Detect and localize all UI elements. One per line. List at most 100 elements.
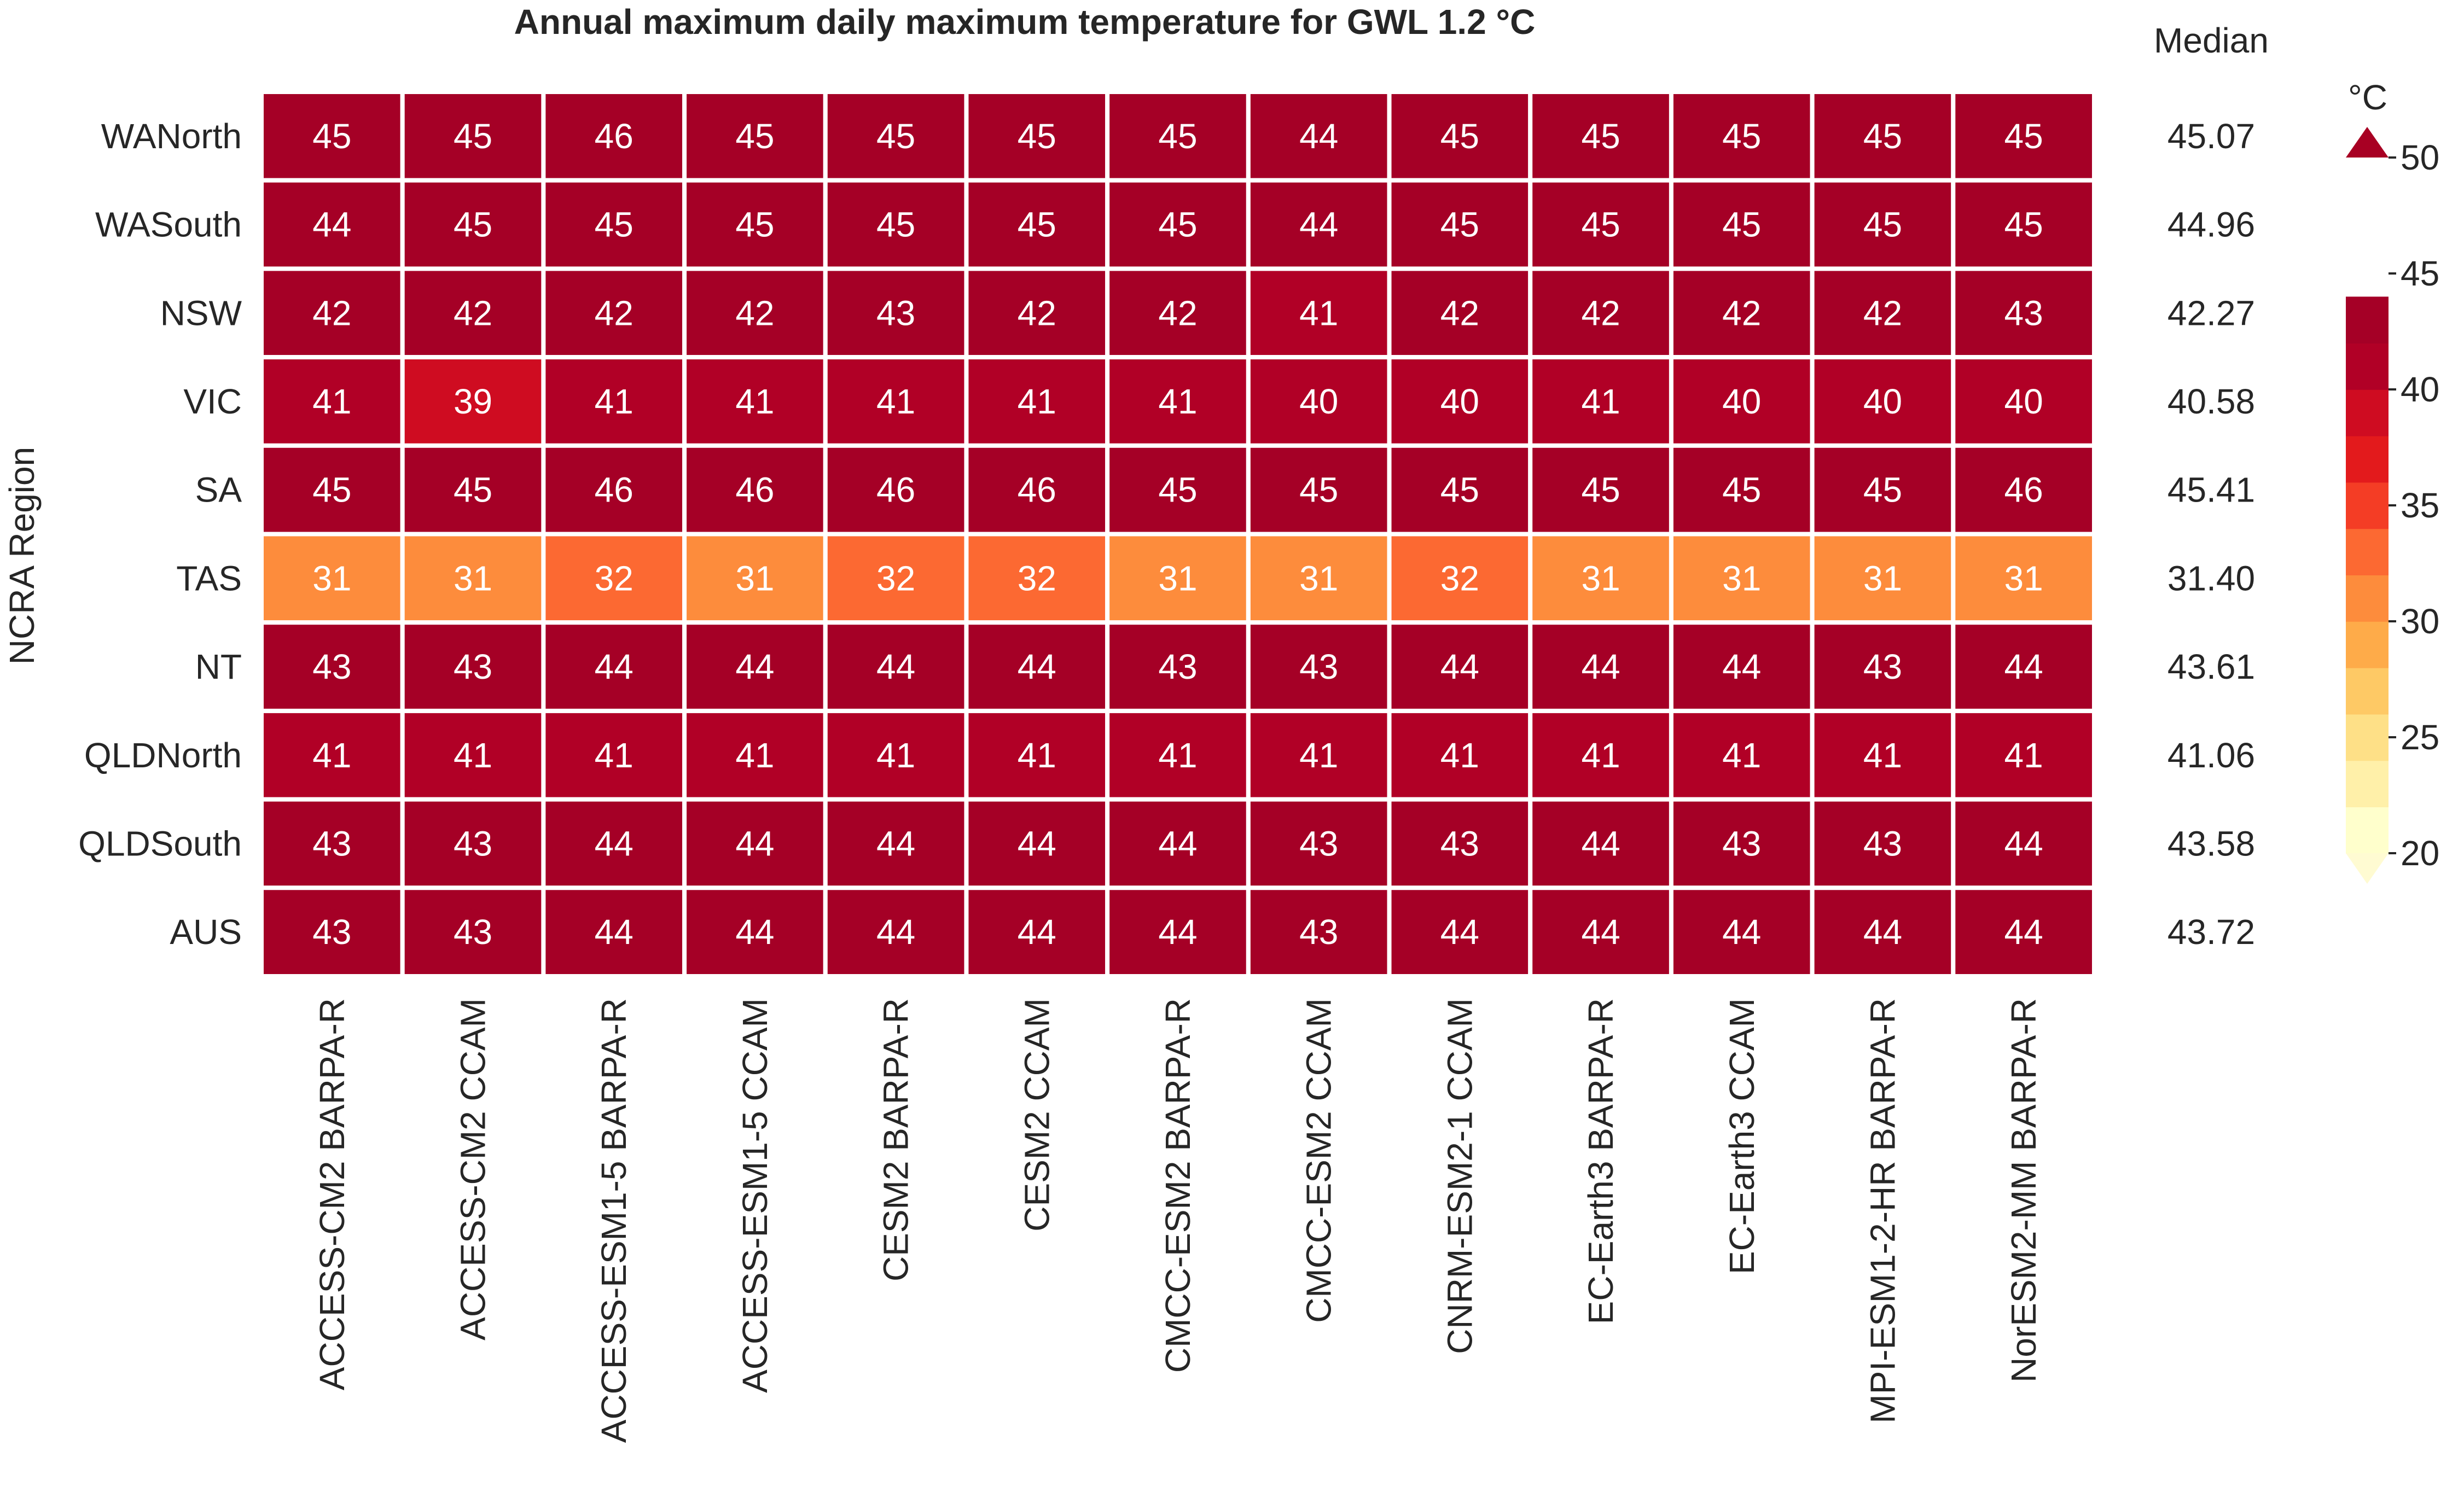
heatmap-cell <box>541 620 687 713</box>
heatmap-cell-value: 45 <box>1299 470 1338 510</box>
heatmap-cell <box>1528 885 1673 979</box>
heatmap-cell-value: 31 <box>312 558 351 598</box>
heatmap-cell-value: 44 <box>1018 647 1056 686</box>
heatmap-cell <box>1387 443 1533 537</box>
column-label: MPI-ESM1-2-HR BARPA-R <box>1863 998 1902 1424</box>
column-label: EC-Earth3 BARPA-R <box>1581 998 1620 1324</box>
heatmap-cell-value: 41 <box>735 382 774 421</box>
heatmap-cell-value: 41 <box>876 736 915 775</box>
heatmap-cell-value: 44 <box>595 912 634 952</box>
heatmap-cell <box>1951 266 2096 360</box>
column-label: CMCC-ESM2 BARPA-R <box>1158 998 1198 1373</box>
heatmap-cell <box>1105 443 1251 537</box>
heatmap-cell <box>823 708 969 802</box>
heatmap-cell <box>682 620 828 713</box>
colorbar-extend-min <box>2346 853 2389 884</box>
heatmap-cell-value: 45 <box>312 116 351 156</box>
heatmap-cell-value: 31 <box>1158 558 1197 598</box>
row-label: NSW <box>160 293 242 333</box>
heatmap-cell-value: 45 <box>1581 205 1620 244</box>
row-label: QLDSouth <box>78 824 242 863</box>
colorbar-segment <box>2346 714 2389 761</box>
heatmap-cell <box>541 178 687 271</box>
heatmap-cell-value: 41 <box>1018 382 1056 421</box>
row-label: TAS <box>176 558 242 598</box>
heatmap-cell-value: 43 <box>1299 912 1338 952</box>
heatmap-cell-value: 31 <box>1299 558 1338 598</box>
heatmap-cell <box>1528 620 1673 713</box>
heatmap-cell-value: 43 <box>1299 824 1338 863</box>
heatmap-cell-value: 44 <box>1581 824 1620 863</box>
heatmap-cell-value: 41 <box>312 736 351 775</box>
heatmap-cell-value: 45 <box>454 470 492 510</box>
colorbar: 20 25 30 35 40 45 50 <box>2346 127 2439 884</box>
heatmap-cell-value: 31 <box>454 558 492 598</box>
heatmap-cell <box>823 266 969 360</box>
colorbar-tick-label: 50 <box>2401 138 2439 177</box>
heatmap-cell-value: 42 <box>1581 293 1620 333</box>
heatmap-cell-value: 46 <box>2004 470 2043 510</box>
heatmap-cell-value: 45 <box>454 205 492 244</box>
heatmap-cell <box>964 178 1110 271</box>
median-value: 31.40 <box>2167 558 2255 598</box>
heatmap-cell-value: 44 <box>1018 912 1056 952</box>
heatmap-cell <box>259 443 405 537</box>
heatmap-cell-value: 40 <box>1440 382 1479 421</box>
heatmap-cell <box>682 797 828 890</box>
heatmap-cell <box>1246 708 1392 802</box>
heatmap-cell-value: 42 <box>735 293 774 333</box>
heatmap-cell <box>1810 90 1956 183</box>
heatmap-cell <box>1246 532 1392 625</box>
heatmap-cell <box>682 443 828 537</box>
heatmap-cell <box>1105 178 1251 271</box>
heatmap-cell-value: 45 <box>1581 116 1620 156</box>
heatmap-cell-value: 41 <box>1440 736 1479 775</box>
heatmap-cell <box>682 885 828 979</box>
heatmap-cell <box>1810 532 1956 625</box>
heatmap-cell-value: 32 <box>876 558 915 598</box>
heatmap-cell-value: 45 <box>1863 470 1902 510</box>
heatmap-cell-value: 39 <box>454 382 492 421</box>
heatmap-cell-value: 45 <box>1863 205 1902 244</box>
heatmap-cell-value: 44 <box>1158 912 1197 952</box>
heatmap-cell-value: 44 <box>1440 912 1479 952</box>
row-label: AUS <box>170 912 242 952</box>
heatmap-cell-value: 43 <box>1863 647 1902 686</box>
heatmap-cell <box>964 797 1110 890</box>
heatmap-cell-value: 40 <box>1863 382 1902 421</box>
heatmap-cell <box>1669 620 1815 713</box>
heatmap-cell-value: 42 <box>1863 293 1902 333</box>
heatmap-cell-value: 41 <box>1581 382 1620 421</box>
heatmap-cell-value: 45 <box>312 470 351 510</box>
heatmap-cell-value: 44 <box>595 647 634 686</box>
colorbar-segment <box>2346 482 2389 529</box>
colorbar-tick-label: 40 <box>2401 370 2439 409</box>
row-label: NT <box>195 647 242 686</box>
heatmap-cell-value: 43 <box>1440 824 1479 863</box>
heatmap-cell-value: 45 <box>1722 116 1761 156</box>
heatmap-cell-value: 31 <box>2004 558 2043 598</box>
heatmap-cell <box>1951 620 2096 713</box>
heatmap-cell-value: 43 <box>454 647 492 686</box>
heatmap-cell-value: 41 <box>1722 736 1761 775</box>
heatmap-cell-value: 41 <box>1158 382 1197 421</box>
heatmap-cell-value: 40 <box>1299 382 1338 421</box>
median-value: 45.07 <box>2167 116 2255 156</box>
column-label: ACCESS-CM2 CCAM <box>454 998 493 1341</box>
row-label: WANorth <box>101 116 242 156</box>
median-value: 45.41 <box>2167 470 2255 510</box>
row-label: SA <box>195 470 242 510</box>
heatmap-cell <box>1669 708 1815 802</box>
heatmap-cell-value: 45 <box>876 205 915 244</box>
heatmap-cell-value: 45 <box>735 205 774 244</box>
heatmap-cell-value: 41 <box>1018 736 1056 775</box>
heatmap-cell <box>541 532 687 625</box>
heatmap-cell-value: 41 <box>595 382 634 421</box>
heatmap-cell <box>1387 532 1533 625</box>
heatmap-cell <box>259 178 405 271</box>
heatmap-cell-value: 42 <box>454 293 492 333</box>
heatmap-cell-value: 44 <box>312 205 351 244</box>
heatmap-cell-value: 42 <box>1440 293 1479 333</box>
heatmap-cell-value: 44 <box>1018 824 1056 863</box>
heatmap-cell-value: 43 <box>454 912 492 952</box>
